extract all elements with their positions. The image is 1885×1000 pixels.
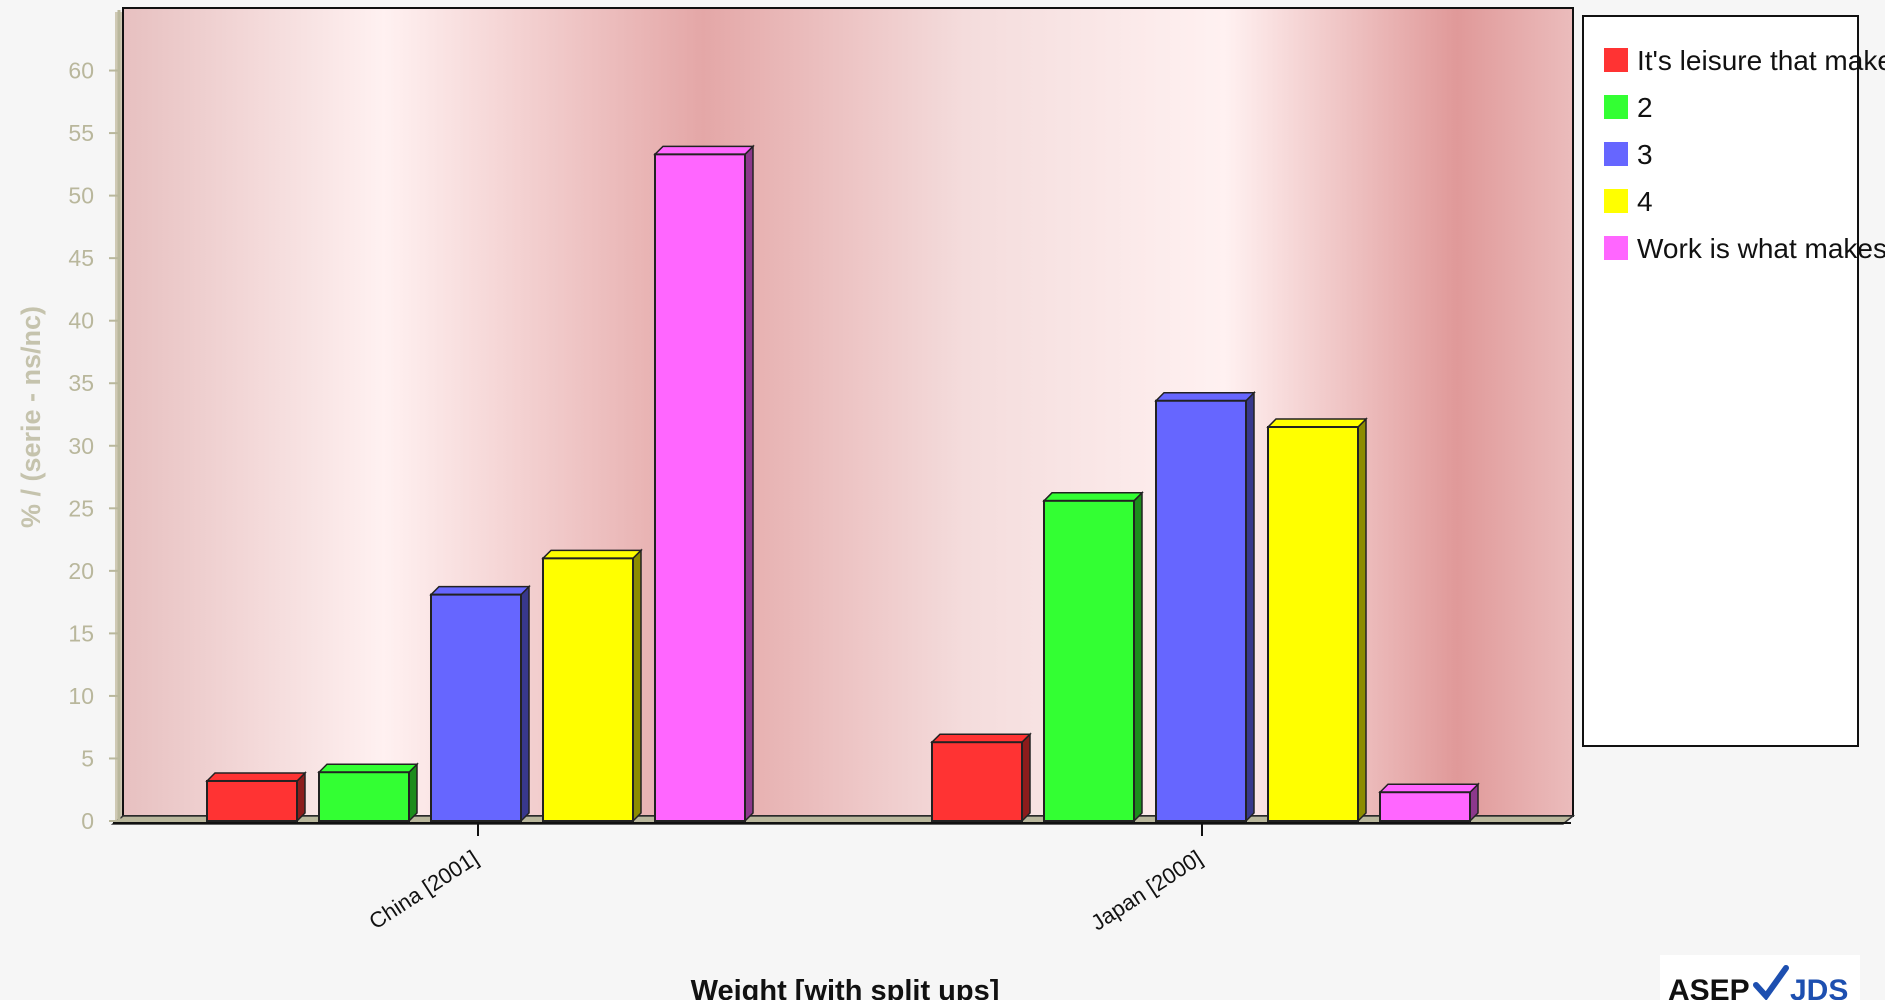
bar-front: [430, 593, 522, 823]
bar-side: [1133, 490, 1143, 823]
bar-top: [1042, 492, 1144, 502]
y-tick-label: 20: [68, 558, 94, 584]
y-tick-label: 40: [68, 308, 94, 334]
bar: [1042, 490, 1144, 823]
y-tick-label: 35: [68, 370, 94, 396]
x-category-label: China [2001]: [364, 845, 482, 934]
legend-entry-label: 2: [1637, 92, 1653, 123]
bar-top: [541, 549, 643, 560]
bar-side: [408, 762, 418, 823]
y-axis-title: % / (serie - ns/nc): [16, 306, 46, 528]
bar: [653, 144, 755, 823]
asep-jds-logo: ASEP JDS: [1660, 955, 1860, 1000]
bar-front: [1267, 426, 1359, 822]
bar: [1378, 782, 1480, 823]
bar-side: [1021, 732, 1031, 823]
bar-side: [1245, 390, 1255, 823]
y-tick-label: 45: [68, 245, 94, 271]
legend-entry-label: It's leisure that make: [1637, 45, 1885, 76]
bar: [1266, 417, 1368, 823]
bar-front: [1379, 791, 1471, 822]
logo-text-asep: ASEP: [1668, 974, 1750, 1000]
checkmark-icon: [1753, 965, 1789, 1000]
bar: [1154, 390, 1256, 823]
bar-side: [632, 548, 642, 823]
bar: [429, 584, 531, 823]
legend-swatch: [1604, 95, 1628, 119]
y-tick-label: 5: [81, 745, 94, 771]
bar-side: [520, 584, 530, 823]
y-tick-label: 30: [68, 433, 94, 459]
bar-front: [318, 771, 410, 822]
logo-text-jds: JDS: [1790, 974, 1848, 1000]
bar: [930, 732, 1032, 823]
bar-front: [206, 779, 298, 823]
bar-side: [1357, 417, 1367, 823]
y-tick-label: 15: [68, 620, 94, 646]
legend-swatch: [1604, 142, 1628, 166]
bar-front: [1043, 499, 1135, 822]
bar: [317, 762, 419, 823]
bar-top: [1266, 418, 1368, 428]
bar-top: [205, 772, 307, 782]
legend-swatch: [1604, 236, 1628, 260]
y-tick-label: 10: [68, 683, 94, 709]
bar-front: [542, 557, 634, 822]
bar-front: [1155, 399, 1247, 822]
y-tick-label: 55: [68, 120, 94, 146]
legend-entry-label: 3: [1637, 139, 1653, 170]
bar-top: [429, 585, 531, 596]
legend-entry-label: Work is what makes: [1637, 233, 1885, 264]
legend-swatch: [1604, 48, 1628, 72]
bar: [541, 548, 643, 823]
legend-entry-label: 4: [1637, 186, 1653, 217]
bar-top: [1378, 783, 1480, 793]
y-tick-label: 60: [68, 58, 94, 84]
bar-top: [930, 733, 1032, 743]
legend-box: [1582, 15, 1859, 747]
y-tick-label: 50: [68, 183, 94, 209]
bar-front: [931, 741, 1023, 822]
y-tick-label: 25: [68, 495, 94, 521]
legend-swatch: [1604, 189, 1628, 213]
bar-top: [1154, 391, 1256, 402]
bar-front: [654, 153, 746, 822]
bar-side: [744, 144, 754, 823]
x-category-label: Japan [2000]: [1086, 845, 1206, 935]
y-tick-label: 0: [81, 808, 94, 834]
bar: [205, 771, 307, 823]
bar-top: [653, 145, 755, 156]
x-axis-title: Weight [with split ups]: [691, 975, 1000, 1000]
bar-top: [317, 763, 419, 773]
